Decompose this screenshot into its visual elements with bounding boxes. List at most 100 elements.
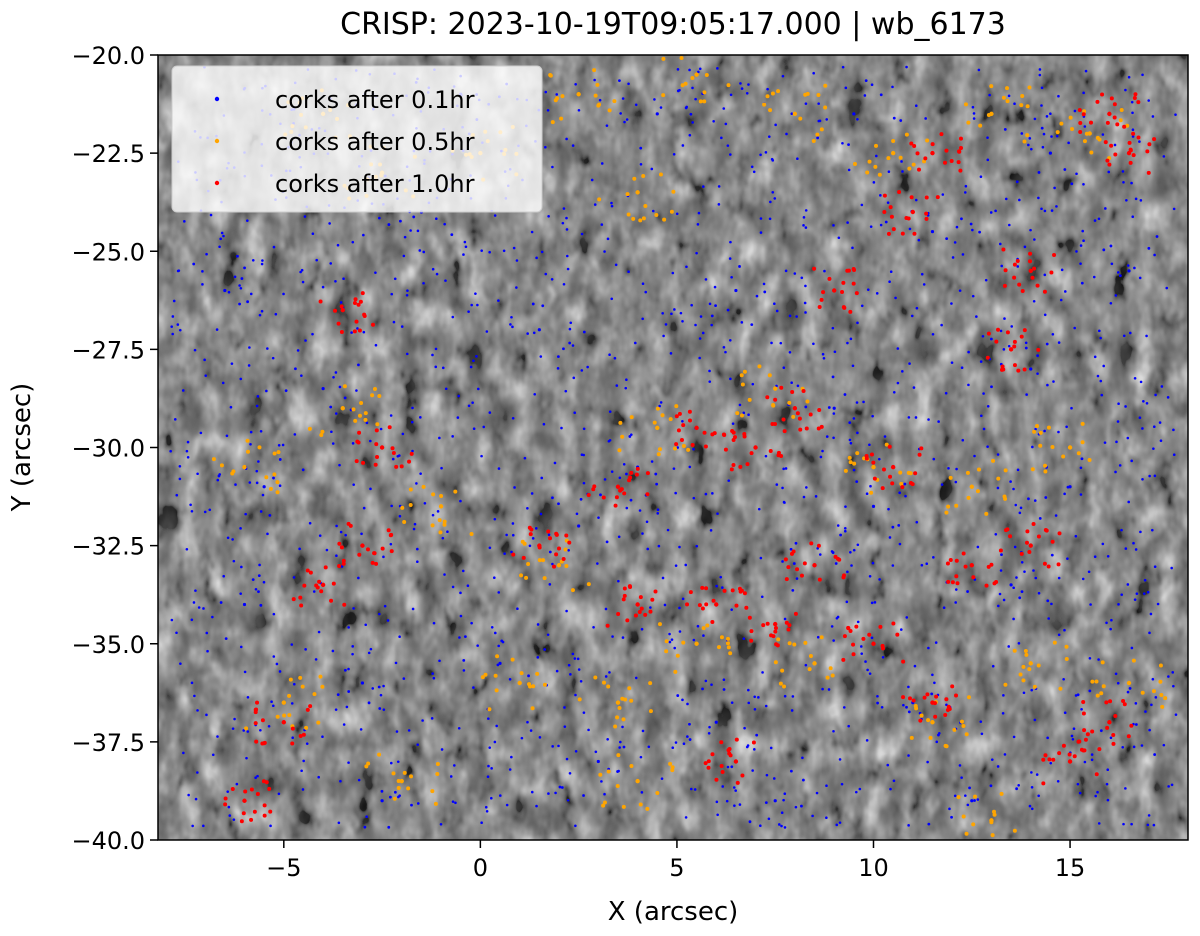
data-point xyxy=(305,568,310,573)
data-point xyxy=(772,777,776,780)
data-point xyxy=(781,486,784,490)
data-point xyxy=(488,746,492,749)
data-point xyxy=(871,504,876,508)
data-point xyxy=(730,275,733,279)
data-point xyxy=(1081,577,1085,581)
data-point xyxy=(1050,553,1054,557)
data-point xyxy=(1139,530,1142,534)
data-point xyxy=(902,703,905,707)
data-point xyxy=(1111,732,1116,737)
data-point xyxy=(222,574,226,578)
data-point xyxy=(340,565,344,568)
data-point xyxy=(900,485,905,490)
data-point xyxy=(635,190,640,195)
data-point xyxy=(242,602,247,607)
data-point xyxy=(1018,198,1021,202)
data-point xyxy=(698,67,702,71)
data-point xyxy=(745,91,749,95)
data-point xyxy=(537,545,542,550)
data-point xyxy=(622,462,626,466)
data-point xyxy=(582,711,586,714)
data-point xyxy=(547,792,550,795)
data-point xyxy=(841,141,844,145)
data-point xyxy=(1096,790,1099,794)
data-point xyxy=(510,755,513,759)
data-point xyxy=(536,623,540,626)
data-point xyxy=(1095,99,1100,104)
data-point xyxy=(776,450,781,455)
data-point xyxy=(592,625,595,629)
data-point xyxy=(197,606,201,609)
data-point xyxy=(480,249,483,252)
data-point xyxy=(303,215,307,218)
data-point xyxy=(551,496,554,500)
data-point xyxy=(1083,760,1087,764)
data-point xyxy=(196,472,199,476)
data-point xyxy=(1093,555,1097,558)
data-point xyxy=(311,232,315,236)
data-point xyxy=(1140,744,1144,747)
data-point xyxy=(259,429,263,433)
data-point xyxy=(726,83,731,88)
data-point xyxy=(369,439,372,443)
data-point xyxy=(1140,690,1145,695)
data-point xyxy=(841,280,846,285)
data-point xyxy=(708,380,712,383)
data-point xyxy=(924,195,929,200)
data-point xyxy=(980,414,983,418)
data-point xyxy=(944,391,948,395)
data-point xyxy=(690,442,695,447)
data-point xyxy=(1138,276,1142,280)
data-point xyxy=(1174,713,1178,716)
data-point xyxy=(1064,656,1069,661)
data-point xyxy=(398,454,401,457)
data-point xyxy=(838,758,842,761)
data-point xyxy=(402,677,406,680)
data-point xyxy=(358,299,363,304)
data-point xyxy=(913,471,918,476)
data-point xyxy=(268,486,273,491)
data-point xyxy=(692,496,696,500)
data-point xyxy=(570,588,575,593)
data-point xyxy=(1020,132,1024,135)
data-point xyxy=(576,657,580,661)
data-point xyxy=(360,543,365,548)
data-point xyxy=(275,662,279,666)
data-point xyxy=(1028,259,1033,264)
data-point xyxy=(1023,245,1027,249)
data-point xyxy=(979,720,983,723)
data-point xyxy=(1070,182,1074,186)
data-point xyxy=(374,428,379,433)
data-point xyxy=(852,468,856,472)
data-point xyxy=(196,771,199,774)
data-point xyxy=(467,310,470,313)
data-point xyxy=(901,659,906,664)
data-point xyxy=(178,464,182,468)
data-point xyxy=(409,229,412,232)
data-point xyxy=(886,201,890,204)
data-point xyxy=(456,416,460,419)
data-point xyxy=(219,601,223,604)
data-point xyxy=(948,558,953,563)
data-point xyxy=(1043,528,1048,533)
data-point xyxy=(674,404,679,409)
data-point xyxy=(978,230,981,234)
data-point xyxy=(308,570,313,575)
data-point xyxy=(1080,707,1083,711)
data-point xyxy=(399,778,404,784)
data-point xyxy=(352,329,357,334)
data-point xyxy=(563,706,566,709)
data-point xyxy=(282,292,285,296)
data-point xyxy=(375,422,380,427)
data-point xyxy=(301,732,306,737)
data-point xyxy=(890,481,895,486)
data-point xyxy=(565,137,568,141)
data-point xyxy=(511,533,515,537)
data-point xyxy=(1030,147,1033,151)
data-point xyxy=(560,94,565,99)
data-point xyxy=(854,624,859,629)
data-point xyxy=(574,824,577,828)
data-point xyxy=(293,433,297,436)
data-point xyxy=(739,588,744,593)
data-point xyxy=(976,798,980,801)
